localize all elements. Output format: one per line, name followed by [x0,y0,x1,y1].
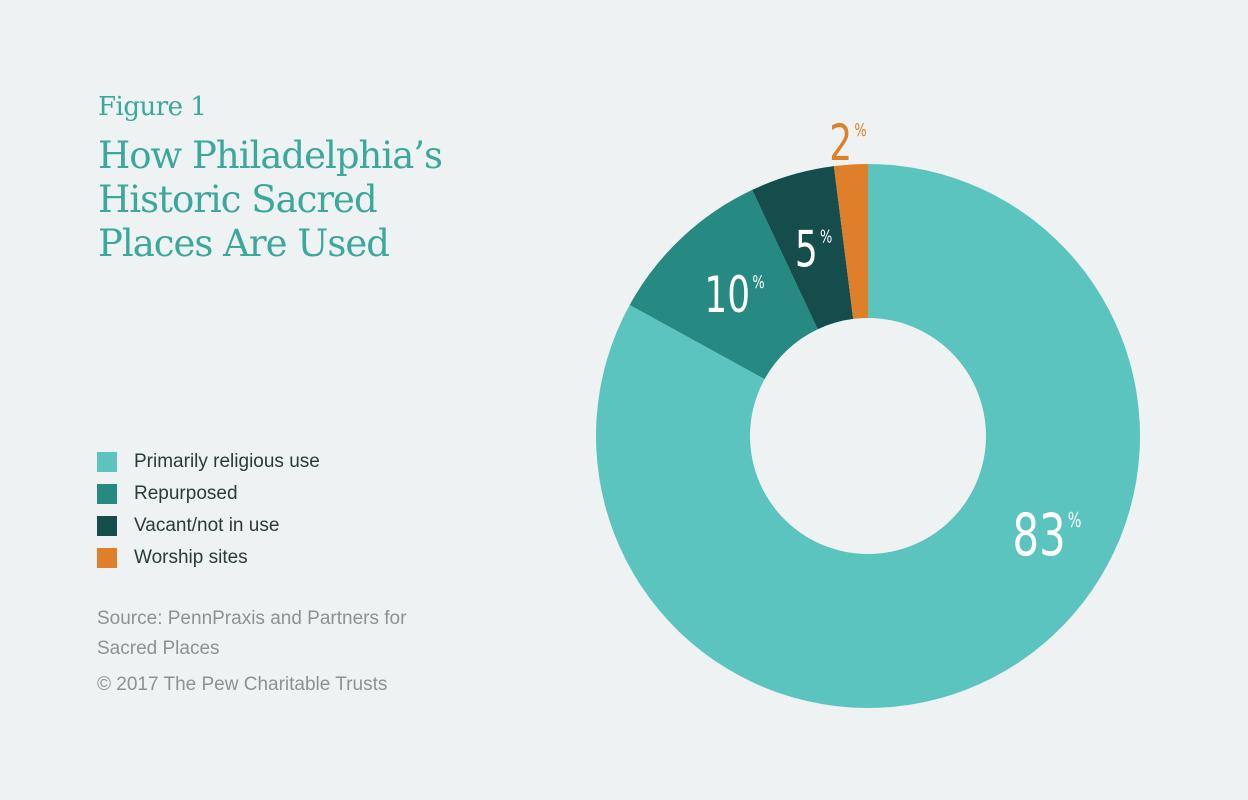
slice-value-number: 5 [795,222,818,279]
legend-label: Repurposed [134,483,238,504]
donut-chart: 83 %10 %5 %2% [596,115,1140,709]
legend-label: Vacant/not in use [134,515,280,536]
slice-value-unit: % [854,119,866,141]
copyright-note: © 2017 The Pew Charitable Trusts [97,674,388,695]
legend-swatch [97,516,117,536]
legend-item: Primarily religious use [97,446,320,478]
figure-label: Figure 1 [98,92,207,122]
legend-swatch [97,452,117,472]
legend-swatch [97,548,117,568]
donut-slice [833,164,868,319]
legend-label: Worship sites [134,547,248,568]
slice-value-number: 83 [1013,501,1066,569]
slice-value-label: 2% [829,115,866,172]
slice-value-label: 83% [1013,501,1082,569]
donut-slice [752,166,854,330]
donut-slice [629,189,818,380]
donut-slice [596,164,1140,709]
slice-value-unit: % [1068,510,1082,533]
chart-title-line: How Philadelphia’s [98,134,443,177]
chart-title-line: Places Are Used [98,222,390,265]
slice-value-unit: % [752,271,764,293]
legend-label: Primarily religious use [134,451,320,472]
legend-swatch [97,484,117,504]
slice-value-label: 5% [795,222,832,279]
chart-title-line: Historic Sacred [98,178,378,221]
legend-item: Vacant/not in use [97,510,320,542]
slice-value-number: 2 [829,115,852,172]
legend-item: Repurposed [97,478,320,510]
slice-value-number: 10 [704,267,750,324]
chart-title: How Philadelphia’s Historic Sacred Place… [98,134,518,266]
source-note: Source: PennPraxis and Partners for Sacr… [97,608,407,659]
legend: Primarily religious use Repurposed Vacan… [97,446,320,574]
legend-item: Worship sites [97,542,320,574]
slice-value-label: 10% [704,267,764,324]
slice-value-unit: % [820,226,832,248]
